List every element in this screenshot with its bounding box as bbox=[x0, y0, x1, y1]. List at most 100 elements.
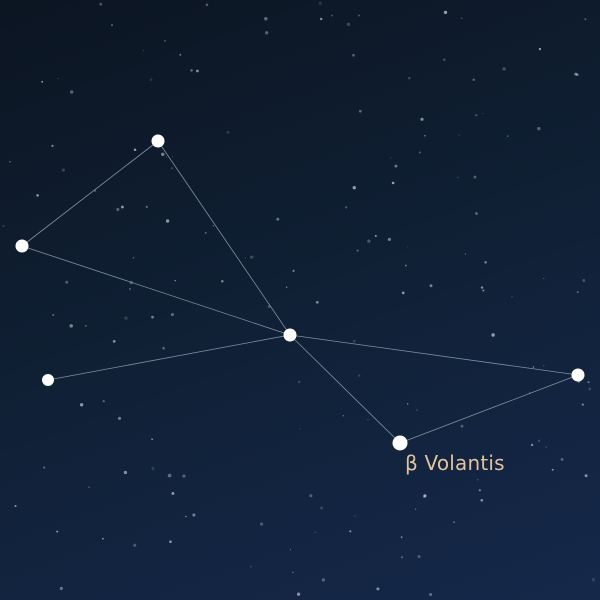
constellation-line-3 bbox=[21, 245, 291, 336]
background-star bbox=[52, 313, 55, 317]
star-c bbox=[283, 328, 297, 342]
background-star bbox=[264, 17, 268, 21]
background-star bbox=[179, 53, 182, 56]
constellation-stars bbox=[15, 134, 585, 451]
background-star bbox=[41, 80, 44, 83]
background-star bbox=[591, 577, 596, 582]
background-star bbox=[116, 207, 120, 212]
star-b bbox=[15, 239, 29, 253]
background-star bbox=[502, 67, 506, 71]
background-star bbox=[205, 3, 209, 7]
background-star bbox=[414, 508, 417, 510]
star-d bbox=[42, 374, 54, 386]
background-star bbox=[358, 14, 360, 17]
background-star bbox=[102, 400, 105, 403]
background-star bbox=[132, 256, 135, 259]
background-star bbox=[416, 409, 418, 411]
background-star bbox=[196, 69, 199, 73]
background-star bbox=[61, 168, 65, 172]
background-star bbox=[429, 284, 433, 288]
background-star bbox=[457, 176, 459, 179]
background-star bbox=[88, 486, 90, 488]
background-star bbox=[406, 246, 409, 248]
background-star bbox=[390, 157, 392, 159]
background-star bbox=[537, 126, 541, 131]
constellation-line-2 bbox=[157, 140, 291, 336]
background-star bbox=[576, 291, 579, 294]
background-star bbox=[358, 109, 362, 113]
constellation-lines bbox=[21, 140, 579, 444]
background-star bbox=[349, 530, 352, 533]
background-star bbox=[151, 467, 155, 470]
star-a bbox=[151, 134, 165, 148]
background-star bbox=[56, 530, 59, 533]
background-star bbox=[464, 253, 466, 255]
background-star bbox=[352, 53, 355, 57]
background-star bbox=[418, 151, 421, 154]
background-star bbox=[57, 77, 59, 80]
background-star bbox=[406, 403, 409, 405]
background-star bbox=[84, 324, 87, 327]
background-star bbox=[165, 156, 168, 158]
background-star bbox=[401, 291, 405, 295]
background-star bbox=[296, 592, 301, 596]
background-star bbox=[376, 587, 380, 591]
background-star bbox=[151, 438, 154, 441]
background-star bbox=[352, 339, 356, 343]
background-star bbox=[480, 498, 484, 502]
background-star bbox=[151, 315, 154, 319]
background-star bbox=[145, 205, 148, 209]
background-star bbox=[345, 206, 348, 209]
background-star bbox=[169, 540, 172, 544]
background-star bbox=[342, 415, 344, 417]
background-star bbox=[473, 175, 477, 179]
background-star bbox=[482, 112, 484, 114]
background-star bbox=[65, 280, 69, 284]
background-star bbox=[420, 117, 424, 121]
background-star bbox=[164, 40, 166, 42]
star-label-beta-volantis: β Volantis bbox=[405, 451, 505, 475]
background-star bbox=[584, 474, 588, 478]
background-star bbox=[476, 478, 479, 481]
background-star bbox=[357, 374, 361, 377]
background-star bbox=[9, 160, 11, 163]
constellation-line-4 bbox=[47, 334, 291, 381]
background-star bbox=[482, 289, 485, 292]
background-star bbox=[475, 212, 478, 215]
star-e bbox=[571, 368, 585, 382]
background-star bbox=[185, 515, 187, 518]
background-star bbox=[551, 468, 554, 471]
background-star bbox=[170, 167, 173, 170]
background-star bbox=[167, 473, 172, 478]
constellation-line-1 bbox=[21, 140, 159, 247]
background-star bbox=[276, 217, 280, 221]
background-star bbox=[356, 249, 359, 252]
background-star bbox=[43, 466, 46, 469]
background-star bbox=[133, 543, 137, 547]
background-star bbox=[543, 277, 545, 280]
background-star bbox=[265, 31, 269, 35]
constellation-line-7 bbox=[399, 374, 579, 444]
background-star bbox=[424, 134, 426, 137]
background-star bbox=[192, 513, 196, 517]
background-star bbox=[226, 130, 230, 134]
background-star bbox=[404, 264, 407, 267]
background-star bbox=[584, 18, 587, 21]
background-star bbox=[394, 164, 398, 168]
background-star bbox=[484, 260, 487, 264]
background-star bbox=[120, 205, 124, 209]
background-star bbox=[560, 457, 564, 461]
background-star bbox=[400, 536, 403, 539]
background-star bbox=[250, 255, 254, 259]
background-star bbox=[387, 237, 391, 241]
constellation-line-6 bbox=[289, 334, 401, 444]
background-star bbox=[299, 428, 301, 430]
background-star bbox=[320, 506, 323, 510]
background-star bbox=[162, 346, 165, 350]
background-star bbox=[318, 1, 322, 5]
background-star bbox=[367, 239, 371, 243]
background-star bbox=[588, 387, 592, 391]
background-star bbox=[537, 439, 541, 442]
